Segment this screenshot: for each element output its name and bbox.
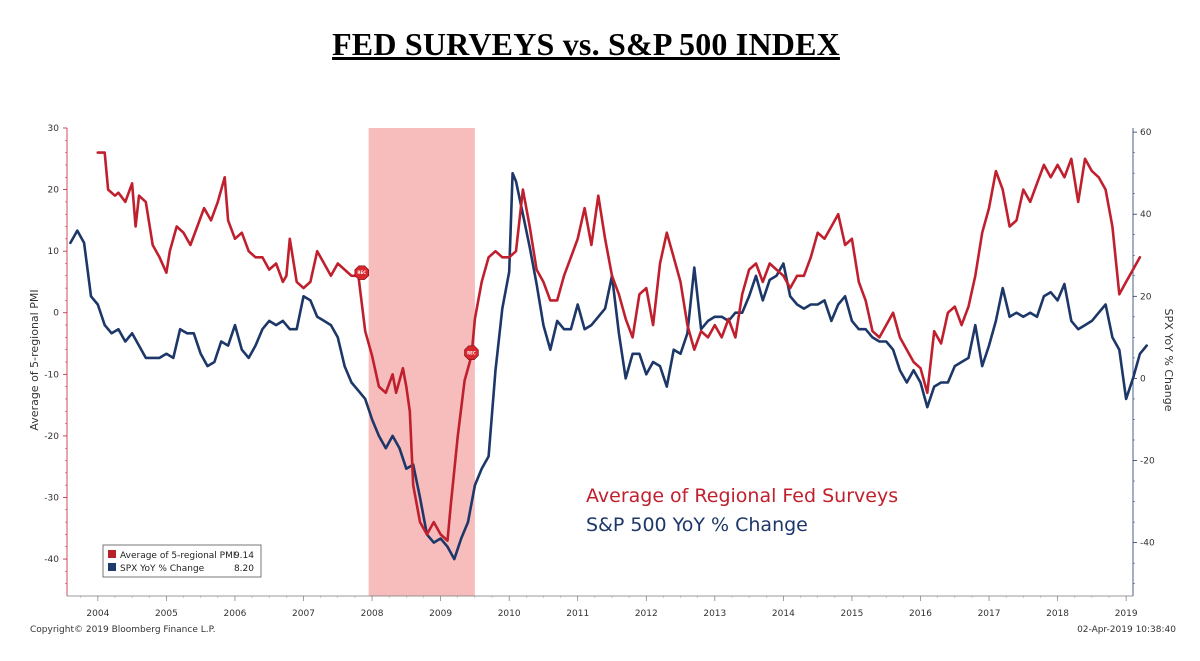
page-title: FED SURVEYS vs. S&P 500 INDEX <box>332 26 840 62</box>
recession-band <box>368 128 475 596</box>
recession-shading-layer <box>368 128 475 596</box>
right-axis-tick-label: 0 <box>1140 374 1146 384</box>
right-axis-tick-label: -40 <box>1140 539 1155 549</box>
series-layer <box>69 151 1148 561</box>
annotation-blue-series: S&P 500 YoY % Change <box>586 514 808 536</box>
annotation-red-series: Average of Regional Fed Surveys <box>586 485 898 507</box>
x-axis-tick-label: 2016 <box>909 609 932 619</box>
copyright-text: Copyright© 2019 Bloomberg Finance L.P. <box>30 625 215 635</box>
left-axis-tick-label: 30 <box>48 124 60 134</box>
recession-marker-label: REC <box>467 350 476 355</box>
recession-marker-octagon <box>464 345 479 361</box>
marker-layer: REC REC <box>354 265 479 361</box>
legend-value-pmi: 9.14 <box>234 551 254 561</box>
x-axis-tick-label: 2011 <box>566 609 589 619</box>
legend-swatch-spx <box>108 563 116 571</box>
recession-marker-label: REC <box>357 270 366 275</box>
x-axis-tick-label: 2005 <box>155 609 178 619</box>
right-axis-tick-label: 60 <box>1140 128 1152 138</box>
left-axis-tick-label: 20 <box>48 186 60 196</box>
x-axis-tick-label: 2009 <box>429 609 452 619</box>
x-axis-tick-label: 2017 <box>978 609 1001 619</box>
x-axis-tick-label: 2004 <box>86 609 109 619</box>
left-axis-tick-label: -10 <box>44 370 59 380</box>
left-axis-tick-label: 10 <box>48 247 60 257</box>
x-axis-tick-label: 2015 <box>840 609 863 619</box>
legend-label-spx: SPX YoY % Change <box>120 564 205 574</box>
x-axis-tick-label: 2019 <box>1115 609 1138 619</box>
x-axis-tick-label: 2012 <box>635 609 658 619</box>
right-axis-title: SPX YoY % Change <box>1162 309 1175 412</box>
left-axis-title: Average of 5-regional PMI <box>28 289 41 430</box>
legend-value-spx: 8.20 <box>234 564 254 574</box>
right-axis-tick-label: -20 <box>1140 457 1155 467</box>
x-axis-tick-label: 2018 <box>1046 609 1069 619</box>
recession-marker-octagon <box>354 265 370 280</box>
x-axis-tick-label: 2013 <box>703 609 726 619</box>
x-axis-tick-label: 2014 <box>772 609 795 619</box>
x-axis-tick-label: 2006 <box>224 609 247 619</box>
left-axis-tick-label: 0 <box>53 309 59 319</box>
left-axis-tick-label: -30 <box>44 493 59 503</box>
series-line-pmi <box>96 151 1142 542</box>
legend-swatch-pmi <box>108 550 116 558</box>
series-line-spx <box>69 171 1148 561</box>
x-axis-tick-label: 2008 <box>361 609 384 619</box>
right-axis-tick-label: 40 <box>1140 210 1152 220</box>
left-axis-tick-label: -40 <box>44 555 59 565</box>
left-axis-tick-label: -20 <box>44 432 59 442</box>
right-axis-tick-label: 20 <box>1140 292 1152 302</box>
timestamp-text: 02-Apr-2019 10:38:40 <box>1077 625 1176 635</box>
legend-box: Average of 5-regional PMI 9.14 SPX YoY %… <box>102 544 262 578</box>
x-axis-tick-label: 2007 <box>292 609 315 619</box>
x-axis-tick-label: 2010 <box>498 609 521 619</box>
legend-label-pmi: Average of 5-regional PMI <box>120 551 236 561</box>
